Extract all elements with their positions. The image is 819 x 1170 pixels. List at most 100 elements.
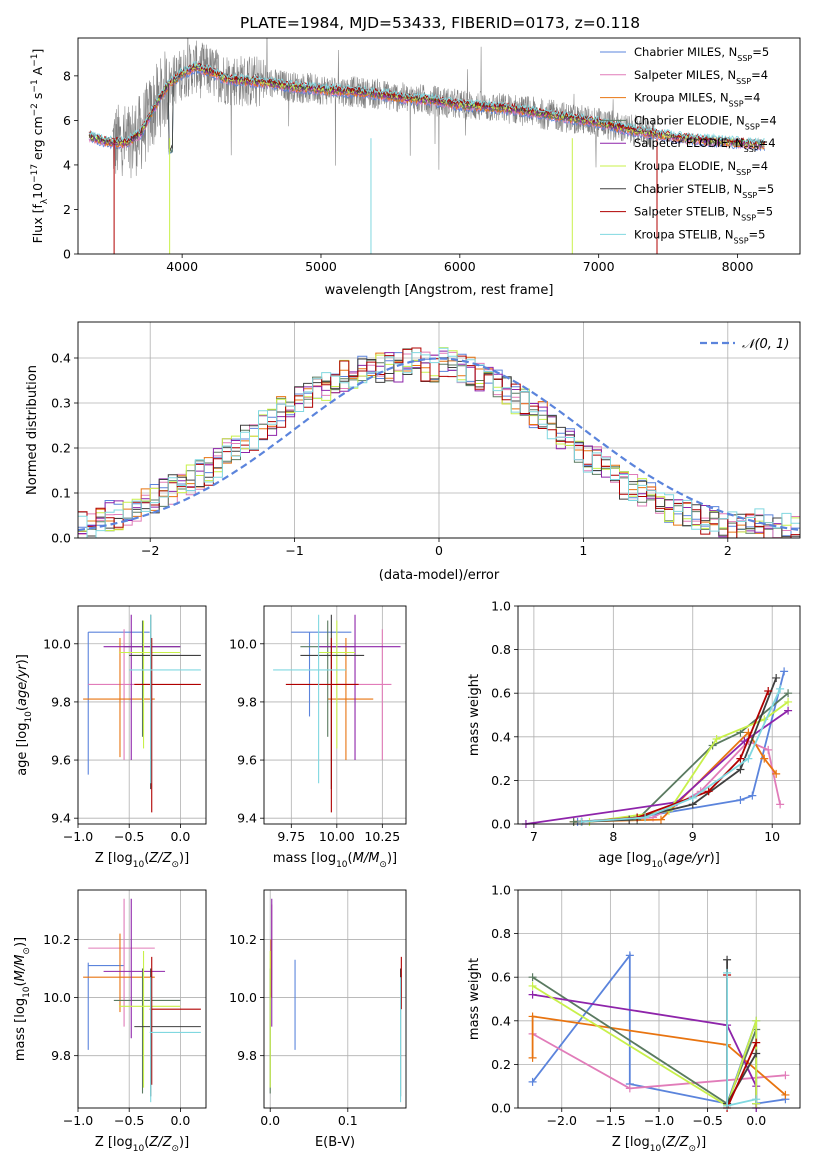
- legend-sub: SSP: [741, 213, 756, 222]
- y-axis-label-part: −1: [30, 54, 40, 67]
- y-tick-label: 0.0: [51, 531, 71, 546]
- label-part: age/yr: [15, 663, 30, 706]
- axes-frame: [263, 889, 407, 1109]
- normal-curve: [77, 357, 801, 532]
- legend-label: Kroupa STELIB, N: [634, 227, 734, 241]
- label-part: ⊙: [688, 1144, 696, 1154]
- label-part: (: [13, 981, 28, 986]
- y-tick-label: 0.1: [51, 486, 71, 501]
- axes-frame: [263, 605, 407, 825]
- marker-chabrier-miles: [528, 1077, 537, 1086]
- y-axis-label: mass [log10(M/M⊙)]: [13, 937, 32, 1061]
- y-tick-label: 4: [63, 157, 71, 172]
- series-line-kroupa-stelib: [581, 688, 781, 823]
- legend-sub: SSP: [736, 76, 751, 85]
- x-tick-label: 8: [609, 829, 617, 844]
- x-axis-label: Z [log10(Z/Z⊙)]: [95, 1135, 189, 1154]
- y-tick-label: 9.4: [51, 811, 71, 826]
- y-tick-label: 0.4: [51, 351, 71, 366]
- label-part: )]: [710, 851, 720, 866]
- x-tick-label: 7000: [583, 259, 615, 274]
- marker-kroupa-stelib: [688, 793, 697, 802]
- y-tick-label: 0.8: [491, 642, 511, 657]
- marker-kroupa-miles: [528, 1012, 537, 1021]
- age-vs-Z-panel: −1.0 −0.5 0.09.49.69.810.0Z [log10(Z/Z⊙)]a…: [15, 605, 207, 870]
- y-tick-label: 1.0: [491, 883, 511, 898]
- y-axis-label-part: ]: [30, 49, 45, 54]
- model-line-kroupa-stelib: [88, 60, 765, 146]
- label-part: age [log: [598, 851, 651, 866]
- label-part: 10: [650, 1144, 662, 1154]
- age-vs-mass-panel: 9.75 10.00 10.25 9.4 9.6 9.8 10.0 mass [log10(M…: [229, 605, 407, 870]
- legend-count: =4: [751, 68, 768, 82]
- label-part: 10: [133, 860, 145, 870]
- x-tick-label: 0.0: [170, 829, 190, 844]
- legend-sub: SSP: [737, 54, 752, 63]
- x-tick-label: 5000: [305, 259, 337, 274]
- x-axis-label: Z [log10(Z/Z⊙)]: [95, 851, 189, 870]
- marker-chabrier-elodie: [528, 973, 537, 982]
- label-part: )]: [387, 851, 397, 866]
- y-tick-label: 9.8: [51, 694, 71, 709]
- legend-entry: Kroupa MILES, NSSP=4: [634, 91, 760, 109]
- label-part: )]: [696, 1135, 706, 1150]
- marker-kroupa-elodie: [784, 697, 793, 706]
- label-part: ⊙: [379, 860, 387, 870]
- y-tick-label: 0: [63, 247, 71, 262]
- x-tick-label: 9.75: [277, 829, 305, 844]
- y-tick-label: 10.0: [43, 636, 71, 651]
- label-part: )]: [179, 851, 189, 866]
- marker-kroupa-stelib: [723, 1101, 732, 1110]
- y-axis-label-part: −17: [30, 164, 40, 183]
- y-tick-label: 0.0: [491, 817, 511, 832]
- marker-chabrier-stelib: [752, 1049, 761, 1058]
- x-tick-label: −0.5: [114, 1113, 144, 1128]
- y-tick-label: 10.2: [43, 932, 71, 947]
- series-line-salpeter-elodie: [532, 993, 758, 1108]
- legend-count: =5: [752, 45, 769, 59]
- label-part: )]: [179, 1135, 189, 1150]
- x-tick-label: −0.5: [114, 829, 144, 844]
- y-axis-label-part: Flux [f: [30, 204, 45, 244]
- marker-chabrier-miles: [748, 791, 757, 800]
- mass-vs-Z-panel: −1.0 −0.5 0.09.810.010.2Z [log10(Z/Z⊙)]mas…: [13, 889, 207, 1154]
- legend-entry: Chabrier ELODIE, NSSP=4: [634, 113, 777, 130]
- x-tick-label: 9: [689, 829, 697, 844]
- legend-label: Salpeter STELIB, N: [634, 205, 741, 219]
- marker-salpeter-elodie: [528, 990, 537, 999]
- axes-frame: [77, 37, 801, 255]
- legend-entry: Chabrier MILES, NSSP=5: [634, 45, 769, 63]
- label-part: Z [log: [95, 1135, 133, 1150]
- y-tick-label: 0.4: [491, 1013, 511, 1028]
- label-part: 10: [133, 1144, 145, 1154]
- y-tick-label: 0.6: [491, 686, 511, 701]
- marker-salpeter-miles: [781, 1071, 790, 1080]
- marker-kroupa-stelib: [577, 817, 586, 826]
- y-tick-label: 0.4: [491, 729, 511, 744]
- label-part: age/yr: [668, 851, 711, 866]
- label-part: 10: [651, 860, 663, 870]
- x-tick-label: 0: [435, 543, 443, 558]
- marker-kroupa-stelib: [744, 754, 753, 763]
- legend-sub: SSP: [734, 236, 749, 245]
- x-tick-label: −0.5: [692, 1113, 722, 1128]
- legend-entry: Salpeter MILES, NSSP=4: [634, 68, 768, 86]
- label-part: 10: [336, 860, 348, 870]
- y-tick-label: 9.8: [51, 1048, 71, 1063]
- marker-chabrier-elodie: [569, 817, 578, 826]
- marker-salpeter-miles: [764, 745, 773, 754]
- y-axis-label: mass weight: [467, 958, 482, 1040]
- label-part: mass [log: [273, 851, 336, 866]
- y-axis-label-part: λ: [40, 198, 50, 204]
- marker-kroupa-stelib: [641, 813, 650, 822]
- label-part: Z [log: [612, 1135, 650, 1150]
- marker-kroupa-miles: [528, 1053, 537, 1062]
- y-tick-label: 2: [63, 202, 71, 217]
- y-axis-label-part: −1: [30, 79, 40, 92]
- y-tick-label: 10.0: [229, 636, 257, 651]
- y-axis-label: age [log10(age/yr)]: [15, 654, 34, 776]
- x-axis-label: Z [log10(Z/Z⊙)]: [612, 1135, 706, 1154]
- y-tick-label: 10.0: [43, 990, 71, 1005]
- x-tick-label: −1.0: [63, 1113, 93, 1128]
- label-part: Z/Z: [665, 1135, 689, 1150]
